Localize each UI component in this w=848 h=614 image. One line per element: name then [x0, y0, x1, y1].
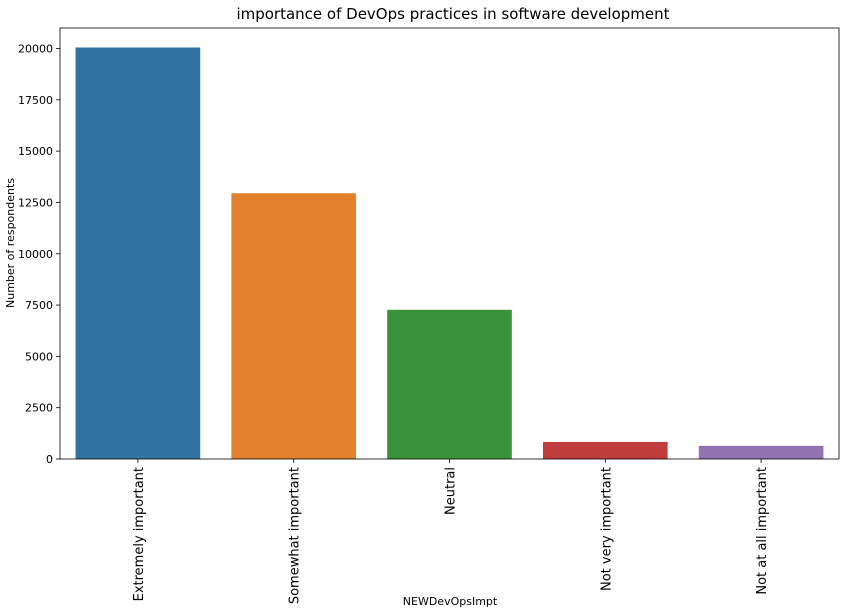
x-tick-label: Extremely important [132, 467, 147, 601]
y-tick-label: 20000 [18, 43, 53, 56]
y-tick-label: 10000 [18, 248, 53, 261]
x-axis: Extremely important Somewhat important Neu… [132, 459, 770, 604]
y-tick-label: 7500 [25, 299, 53, 312]
y-axis: 0 2500 5000 7500 10000 12500 15000 17500 20000 [18, 43, 60, 466]
bar-extremely-important [75, 47, 201, 459]
chart-title: importance of DevOps practices in softwa… [236, 5, 669, 23]
plot-frame [59, 27, 840, 460]
x-axis-label: NEWDevOpsImpt [403, 595, 498, 608]
y-axis-label: Number of respondents [4, 178, 17, 308]
y-tick-label: 17500 [18, 94, 53, 107]
bars-group [75, 47, 824, 459]
x-tick-label: Not very important [599, 467, 614, 591]
y-tick-label: 2500 [25, 402, 53, 415]
y-tick-label: 12500 [18, 196, 53, 209]
bar-not-very-important [542, 441, 668, 459]
bar-neutral [387, 309, 512, 459]
y-tick-label: 5000 [25, 350, 53, 363]
bar-somewhat-important [231, 193, 357, 459]
y-tick-label: 15000 [18, 145, 53, 158]
x-tick-label: Somewhat important [288, 467, 303, 604]
y-tick-label: 0 [46, 453, 53, 466]
x-tick-label: Not at all important [755, 467, 770, 595]
bar-not-at-all-important [698, 445, 824, 459]
x-tick-label: Neutral [444, 467, 459, 515]
